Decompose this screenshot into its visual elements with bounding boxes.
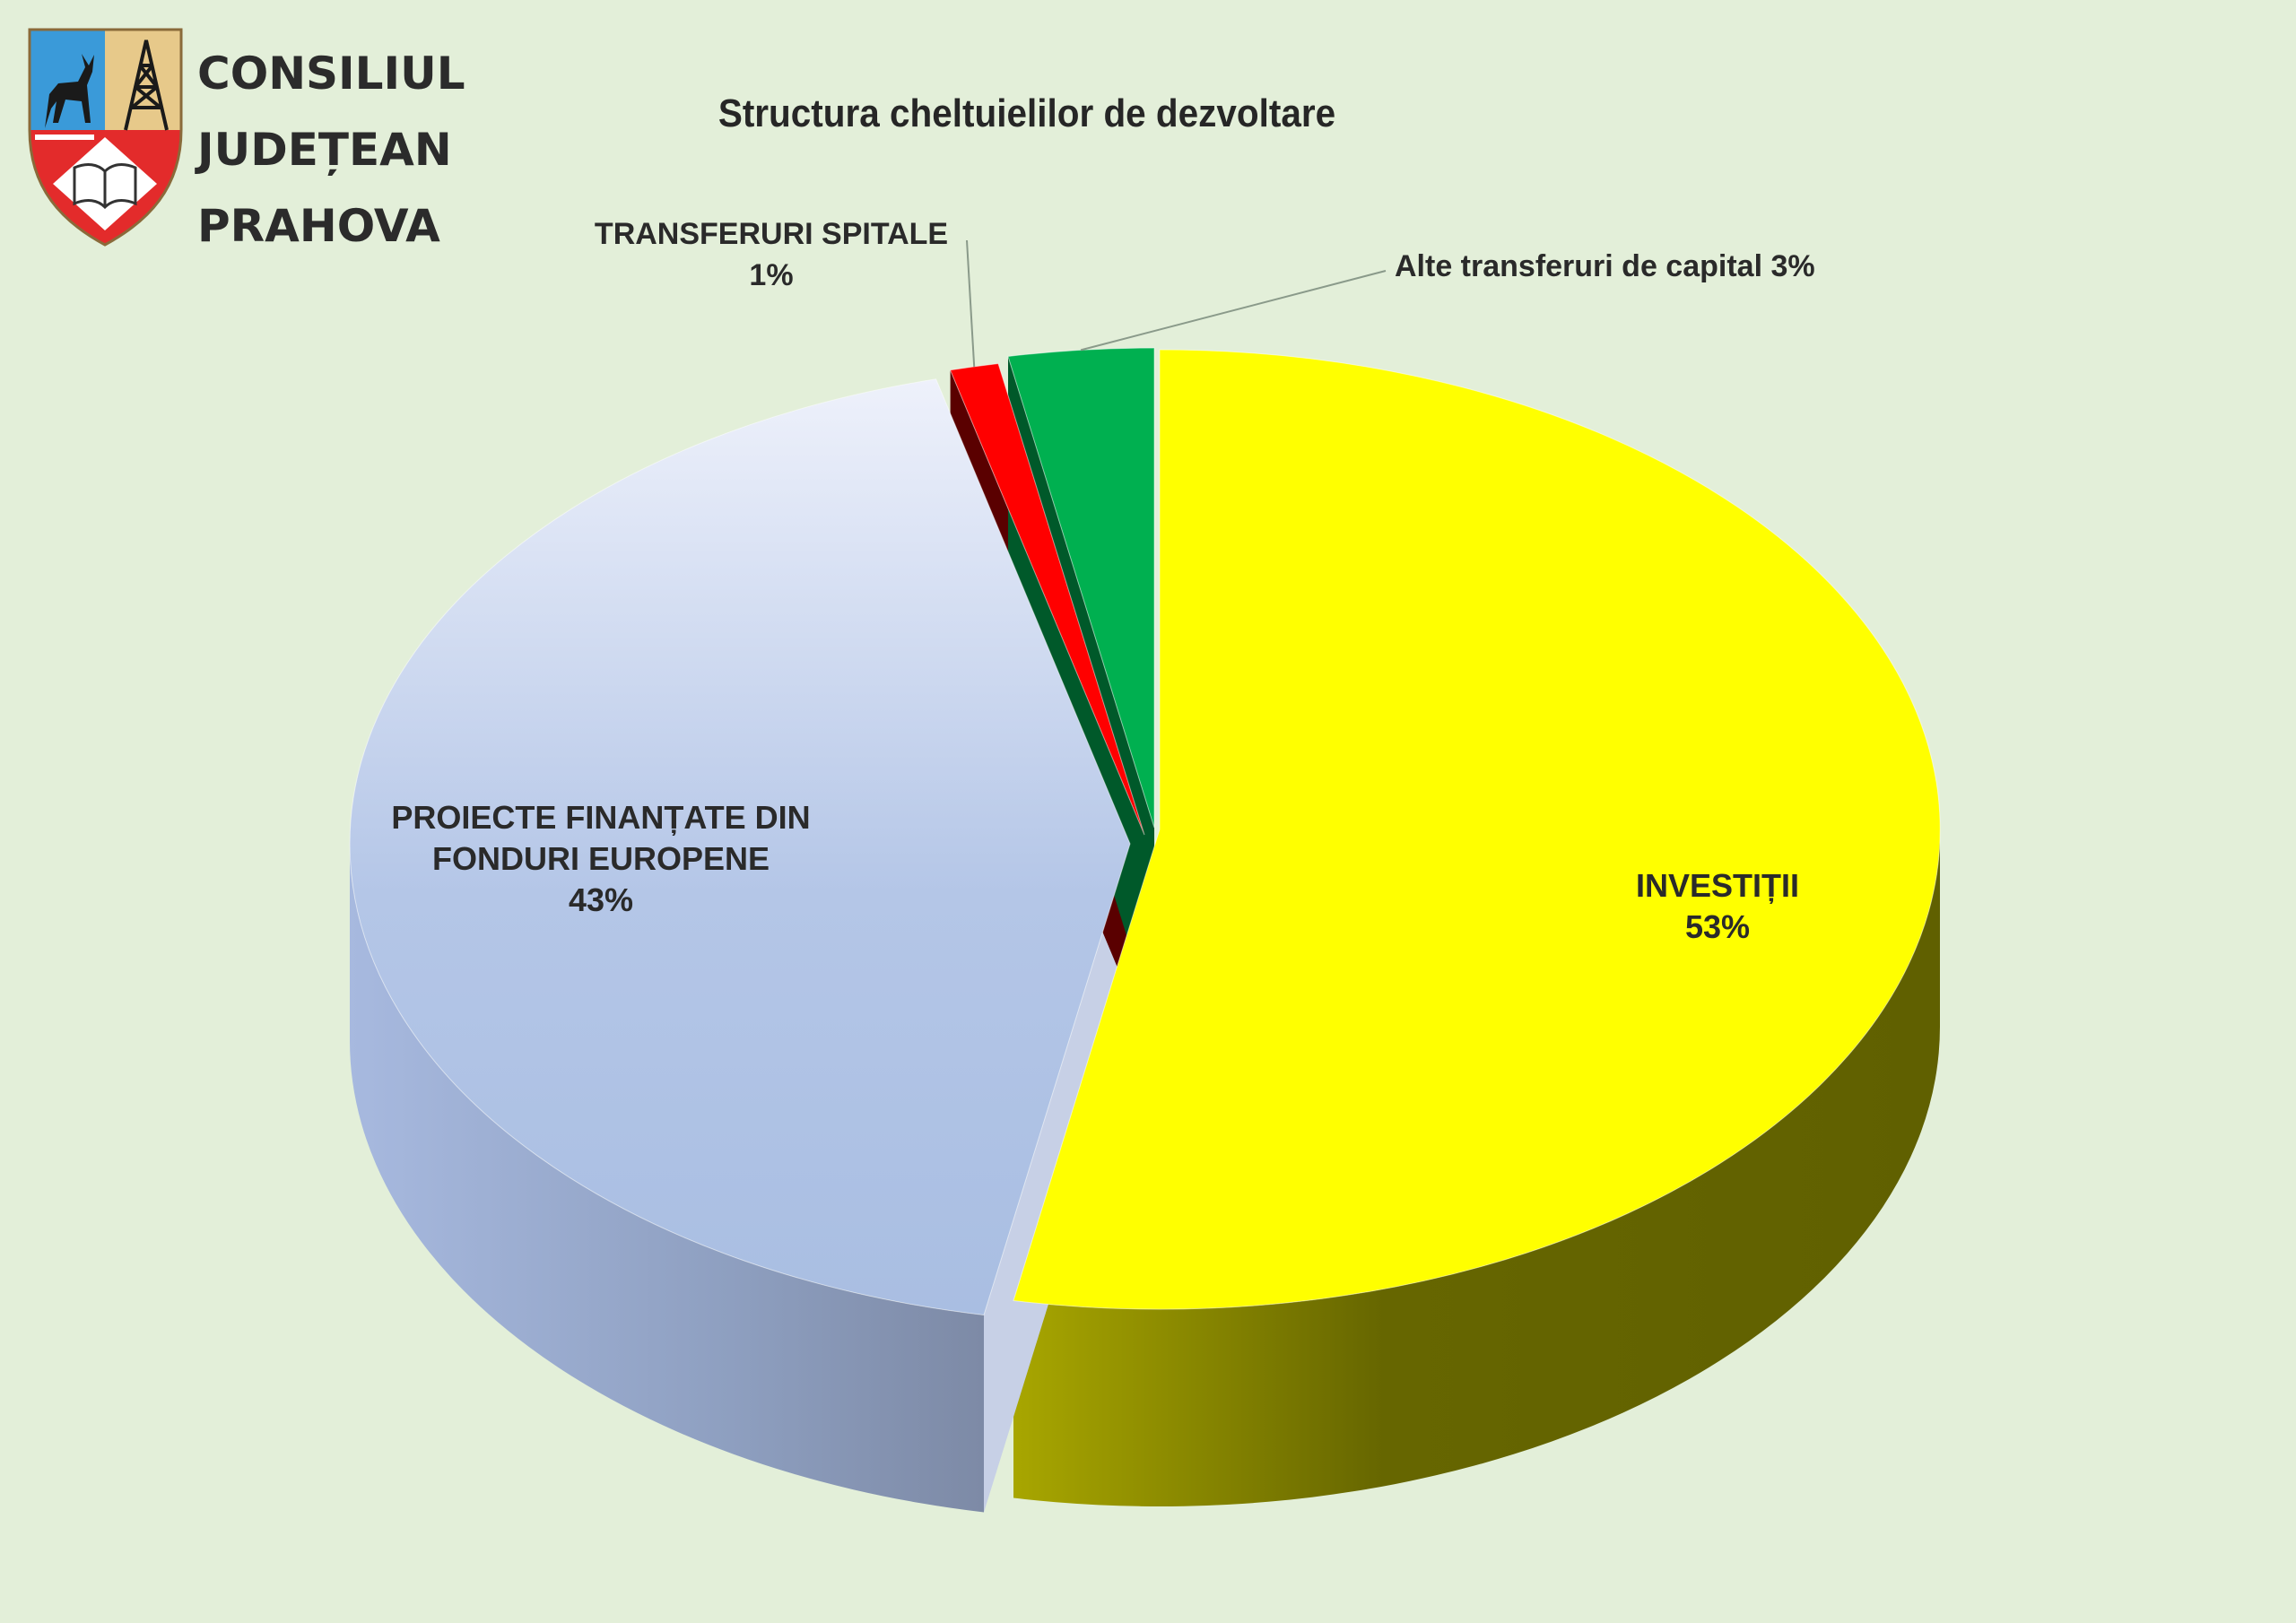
slice-proiecte bbox=[349, 378, 1131, 1316]
org-line-3: PRAHOVA bbox=[197, 200, 440, 252]
slice-label-investitii-name: INVESTIȚII bbox=[1635, 867, 1800, 904]
slice-side-investitii bbox=[1013, 829, 1940, 1506]
slice-label-alte-transferuri: Alte transferuri de capital 3% bbox=[1395, 249, 1815, 283]
slice-label-transferuri-spitale-percent: 1% bbox=[749, 258, 794, 292]
organization-name: CONSILIUL JUDEȚEAN PRAHOVA bbox=[197, 36, 465, 265]
slice-label-investitii: INVESTIȚII 53% bbox=[1520, 865, 1915, 948]
slice-label-investitii-percent: 53% bbox=[1684, 908, 1751, 945]
slice-label-proiecte-line-1: PROIECTE FINANȚATE DIN bbox=[391, 799, 811, 836]
slice-label-transferuri-spitale: TRANSFERURI SPITALE 1% bbox=[574, 213, 969, 296]
org-line-2: JUDEȚEAN bbox=[197, 124, 452, 176]
slice-label-proiecte-percent: 43% bbox=[568, 881, 634, 918]
slice-side-proiecte bbox=[350, 844, 984, 1513]
slice-label-transferuri-spitale-name: TRANSFERURI SPITALE bbox=[594, 217, 949, 251]
leader-line-alte-transferuri bbox=[1080, 270, 1387, 352]
county-coat-of-arms-icon bbox=[22, 22, 188, 251]
leader-line-transferuri-spitale bbox=[966, 239, 976, 367]
slice-investitii bbox=[1013, 349, 1941, 1310]
org-line-1: CONSILIUL bbox=[197, 48, 465, 100]
chart-title: Structura cheltuielilor de dezvoltare bbox=[718, 91, 1336, 135]
slice-label-proiecte: PROIECTE FINANȚATE DIN FONDURI EUROPENE … bbox=[377, 797, 825, 921]
slice-label-proiecte-line-2: FONDURI EUROPENE bbox=[431, 840, 770, 877]
